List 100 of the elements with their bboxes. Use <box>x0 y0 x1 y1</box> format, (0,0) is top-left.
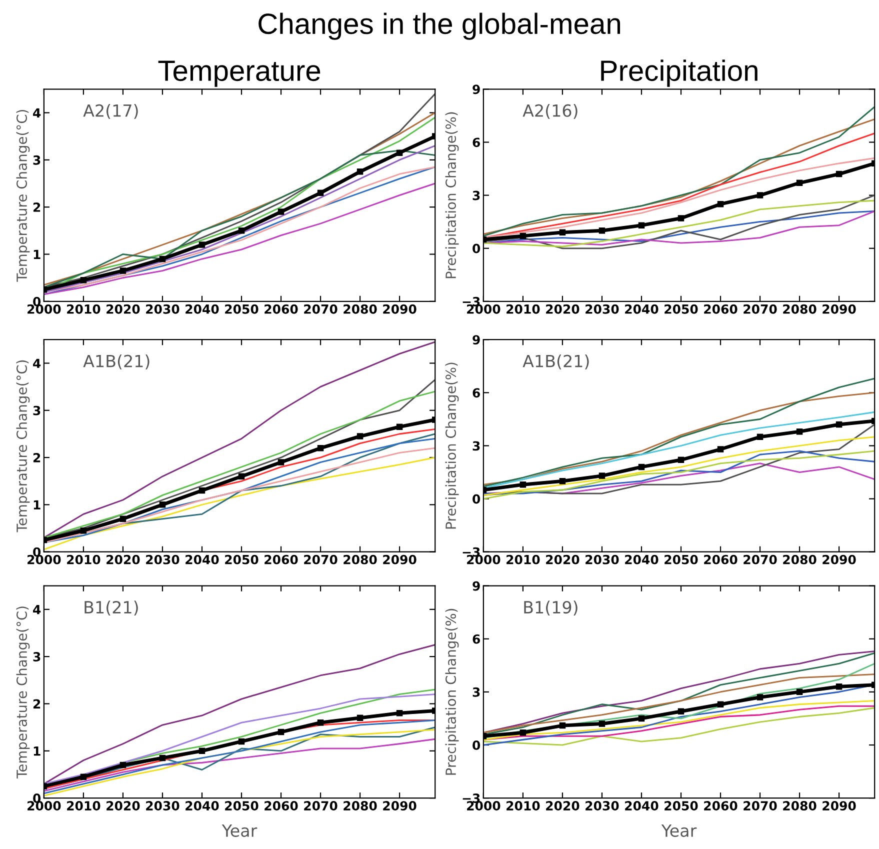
x-tick-label: 2080 <box>344 304 377 314</box>
y-tick-label: 2 <box>33 202 40 212</box>
point <box>317 190 324 196</box>
x-tick-label: 2020 <box>106 801 140 811</box>
y-tick-label: 1 <box>34 746 40 756</box>
x-tick-label: 2060 <box>264 801 298 811</box>
point <box>80 277 87 284</box>
x-tick-label: 2020 <box>106 554 140 564</box>
annotation: A1B(21) <box>83 354 150 370</box>
y-tick-label: 3 <box>472 441 480 451</box>
point <box>836 170 842 178</box>
y-tick-label: 6 <box>472 634 480 644</box>
y-axis-title: Temperature Change(°C) <box>16 606 30 778</box>
point <box>598 720 606 727</box>
y-axis-title: Temperature Change(°C) <box>16 360 30 532</box>
x-tick-label: 2090 <box>822 801 856 811</box>
x-tick-label: 2040 <box>186 801 219 811</box>
x-tick-label: 2040 <box>625 304 658 314</box>
x-tick-label: 2050 <box>225 554 258 564</box>
x-tick-label: 2020 <box>546 304 580 314</box>
x-tick-label: 2000 <box>467 554 500 564</box>
x-tick-label: 2090 <box>822 554 856 564</box>
point <box>717 200 724 208</box>
point <box>520 232 526 240</box>
x-axis-title: Year <box>222 824 258 837</box>
y-tick-label: 4 <box>33 108 41 118</box>
x-tick-label: 2090 <box>383 304 416 314</box>
x-tick-label: 2010 <box>67 554 100 564</box>
line-series <box>44 738 436 792</box>
point <box>836 421 842 428</box>
point <box>356 714 364 721</box>
y-tick-label: 1 <box>34 500 40 510</box>
x-tick-label: 2030 <box>586 304 619 314</box>
y-tick-label: 0 <box>472 740 480 750</box>
x-tick-label: 2080 <box>344 554 377 564</box>
point <box>559 229 566 236</box>
x-tick-label: 2000 <box>467 801 500 811</box>
x-tick-label: 2000 <box>28 304 61 314</box>
x-tick-label: 2070 <box>744 801 777 811</box>
point <box>756 434 764 440</box>
x-tick-label: 2080 <box>783 304 816 314</box>
point <box>520 729 526 736</box>
point <box>396 424 403 430</box>
point <box>520 482 526 488</box>
y-tick-label: 4 <box>33 605 41 614</box>
x-tick-label: 2050 <box>664 304 698 314</box>
x-axis-title: Year <box>661 824 697 837</box>
x-tick-label: 2050 <box>225 304 258 314</box>
point <box>159 754 166 762</box>
point <box>678 215 684 222</box>
point <box>836 684 842 690</box>
line-series <box>483 436 875 496</box>
y-tick-label: 9 <box>472 84 480 94</box>
annotation: A1B(21) <box>522 354 589 370</box>
x-tick-label: 2080 <box>344 801 377 811</box>
x-tick-label: 2010 <box>506 801 540 811</box>
y-axis-title: Precipitation Change(%) <box>445 112 459 278</box>
point <box>356 168 364 175</box>
chart-subtitle: Precipitation <box>601 60 758 87</box>
chart-title: Changes in the global-mean <box>258 12 620 40</box>
line-series <box>483 707 875 746</box>
point <box>120 762 126 768</box>
x-tick-label: 2090 <box>822 304 856 314</box>
point <box>238 738 245 745</box>
x-tick-label: 2040 <box>625 554 658 564</box>
y-tick-label: 6 <box>472 138 480 148</box>
x-tick-label: 2070 <box>744 304 777 314</box>
x-tick-label: 2030 <box>586 554 619 564</box>
point <box>80 528 87 534</box>
x-tick-label: 2070 <box>304 554 338 564</box>
y-axis-title: Precipitation Change(%) <box>445 362 459 529</box>
point <box>198 748 206 754</box>
x-tick-label: 2010 <box>67 304 100 314</box>
point <box>120 516 126 522</box>
annotation: B1(21) <box>84 600 138 616</box>
x-tick-label: 2060 <box>704 801 738 811</box>
x-tick-label: 2080 <box>783 554 816 564</box>
x-tick-label: 2000 <box>28 801 61 811</box>
annotation: A2(17) <box>83 104 138 119</box>
y-tick-label: 2 <box>33 452 40 462</box>
point <box>638 222 645 228</box>
x-tick-label: 2080 <box>783 801 816 811</box>
y-tick-label: 3 <box>33 155 40 165</box>
point <box>396 150 403 156</box>
point <box>756 694 764 700</box>
x-tick-label: 2010 <box>506 304 540 314</box>
y-tick-label: 3 <box>33 406 40 416</box>
chart-subtitle: Temperature <box>158 60 320 87</box>
point <box>717 446 724 452</box>
x-tick-label: 2040 <box>186 554 219 564</box>
x-tick-label: 2050 <box>225 801 258 811</box>
point <box>317 444 324 452</box>
x-tick-label: 2070 <box>744 554 777 564</box>
x-tick-label: 2040 <box>186 304 219 314</box>
x-tick-label: 2000 <box>467 304 500 314</box>
y-tick-label: 0 <box>472 494 480 504</box>
point <box>159 502 166 508</box>
y-tick-label: 9 <box>472 335 480 345</box>
y-axis-title: Temperature Change(°C) <box>16 110 30 282</box>
x-tick-label: 2050 <box>664 801 698 811</box>
